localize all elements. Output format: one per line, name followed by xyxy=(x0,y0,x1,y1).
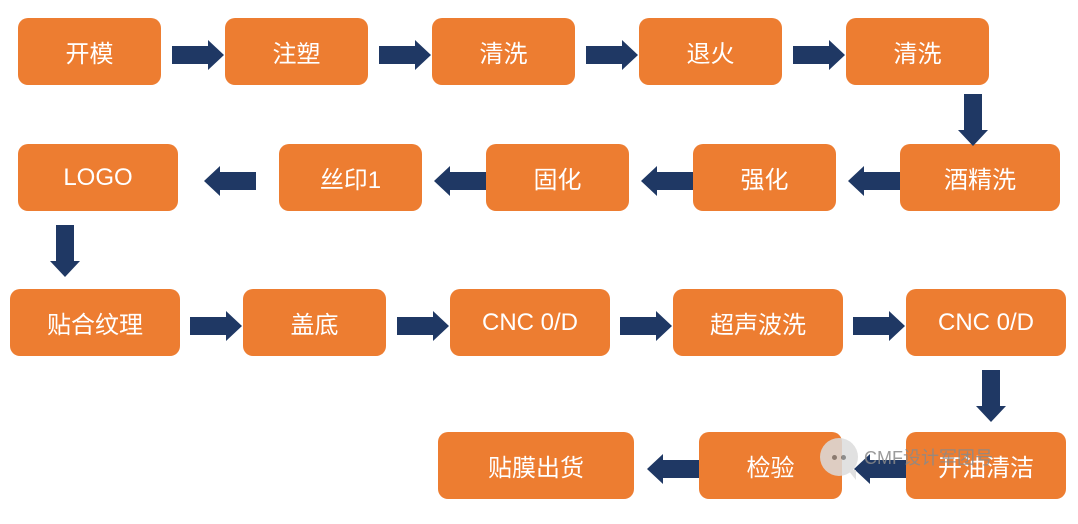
flow-node-n7: 强化 xyxy=(693,144,836,211)
flow-node-n8: 固化 xyxy=(486,144,629,211)
flow-node-label: CNC 0/D xyxy=(938,309,1034,337)
flow-arrow-n2-n3 xyxy=(379,40,431,70)
flow-node-n1: 开模 xyxy=(18,18,161,85)
flow-arrow-n12-n13 xyxy=(397,311,449,341)
flow-arrow-n15-n16 xyxy=(976,370,1006,422)
flow-node-label: 盖底 xyxy=(291,305,339,340)
flow-arrow-n5-n6 xyxy=(958,94,988,146)
watermark: CMF设计军团号 xyxy=(820,438,993,476)
flow-arrow-n14-n15 xyxy=(853,311,905,341)
flow-arrow-n13-n14 xyxy=(620,311,672,341)
flow-node-n9: 丝印1 xyxy=(279,144,422,211)
watermark-text: CMF设计军团号 xyxy=(864,444,993,470)
flow-node-n12: 盖底 xyxy=(243,289,386,356)
flow-node-label: 开模 xyxy=(66,34,114,69)
flow-node-n11: 贴合纹理 xyxy=(10,289,180,356)
flow-node-label: LOGO xyxy=(63,164,132,192)
flow-node-label: 注塑 xyxy=(273,34,321,69)
flow-node-label: 退火 xyxy=(687,34,735,69)
flow-node-n2: 注塑 xyxy=(225,18,368,85)
flow-node-label: 固化 xyxy=(534,160,582,195)
flow-node-label: 贴合纹理 xyxy=(47,305,143,340)
flow-node-n10: LOGO xyxy=(18,144,178,211)
flow-node-n18: 贴膜出货 xyxy=(438,432,634,499)
flow-arrow-n1-n2 xyxy=(172,40,224,70)
flow-node-n15: CNC 0/D xyxy=(906,289,1066,356)
flow-node-n4: 退火 xyxy=(639,18,782,85)
flow-node-n14: 超声波洗 xyxy=(673,289,843,356)
flow-arrow-n7-n8 xyxy=(641,166,693,196)
flow-arrow-n4-n5 xyxy=(793,40,845,70)
flow-arrow-n8-n9 xyxy=(434,166,486,196)
flow-node-n6: 酒精洗 xyxy=(900,144,1060,211)
flow-node-label: 超声波洗 xyxy=(710,305,806,340)
flow-arrow-n9-n10 xyxy=(204,166,256,196)
flow-node-n5: 清洗 xyxy=(846,18,989,85)
flow-node-label: CNC 0/D xyxy=(482,309,578,337)
flow-node-label: 检验 xyxy=(747,448,795,483)
flow-node-n3: 清洗 xyxy=(432,18,575,85)
flow-arrow-n10-n11 xyxy=(50,225,80,277)
flow-arrow-n11-n12 xyxy=(190,311,242,341)
flow-node-label: 丝印1 xyxy=(320,160,381,195)
flow-node-label: 酒精洗 xyxy=(944,160,1016,195)
flow-arrow-n3-n4 xyxy=(586,40,638,70)
flow-node-label: 强化 xyxy=(741,160,789,195)
flow-node-label: 贴膜出货 xyxy=(488,448,584,483)
flow-node-label: 清洗 xyxy=(894,34,942,69)
flowchart-canvas: 开模 注塑 清洗 退火 清洗酒精洗 强化 固化 丝印1 LOGO 贴合纹理 盖底 CNC 0/D 超声波… xyxy=(0,0,1078,524)
flow-arrow-n6-n7 xyxy=(848,166,900,196)
flow-node-label: 清洗 xyxy=(480,34,528,69)
flow-node-n13: CNC 0/D xyxy=(450,289,610,356)
wechat-bubble-icon xyxy=(820,438,858,476)
flow-arrow-n17-n18 xyxy=(647,454,699,484)
